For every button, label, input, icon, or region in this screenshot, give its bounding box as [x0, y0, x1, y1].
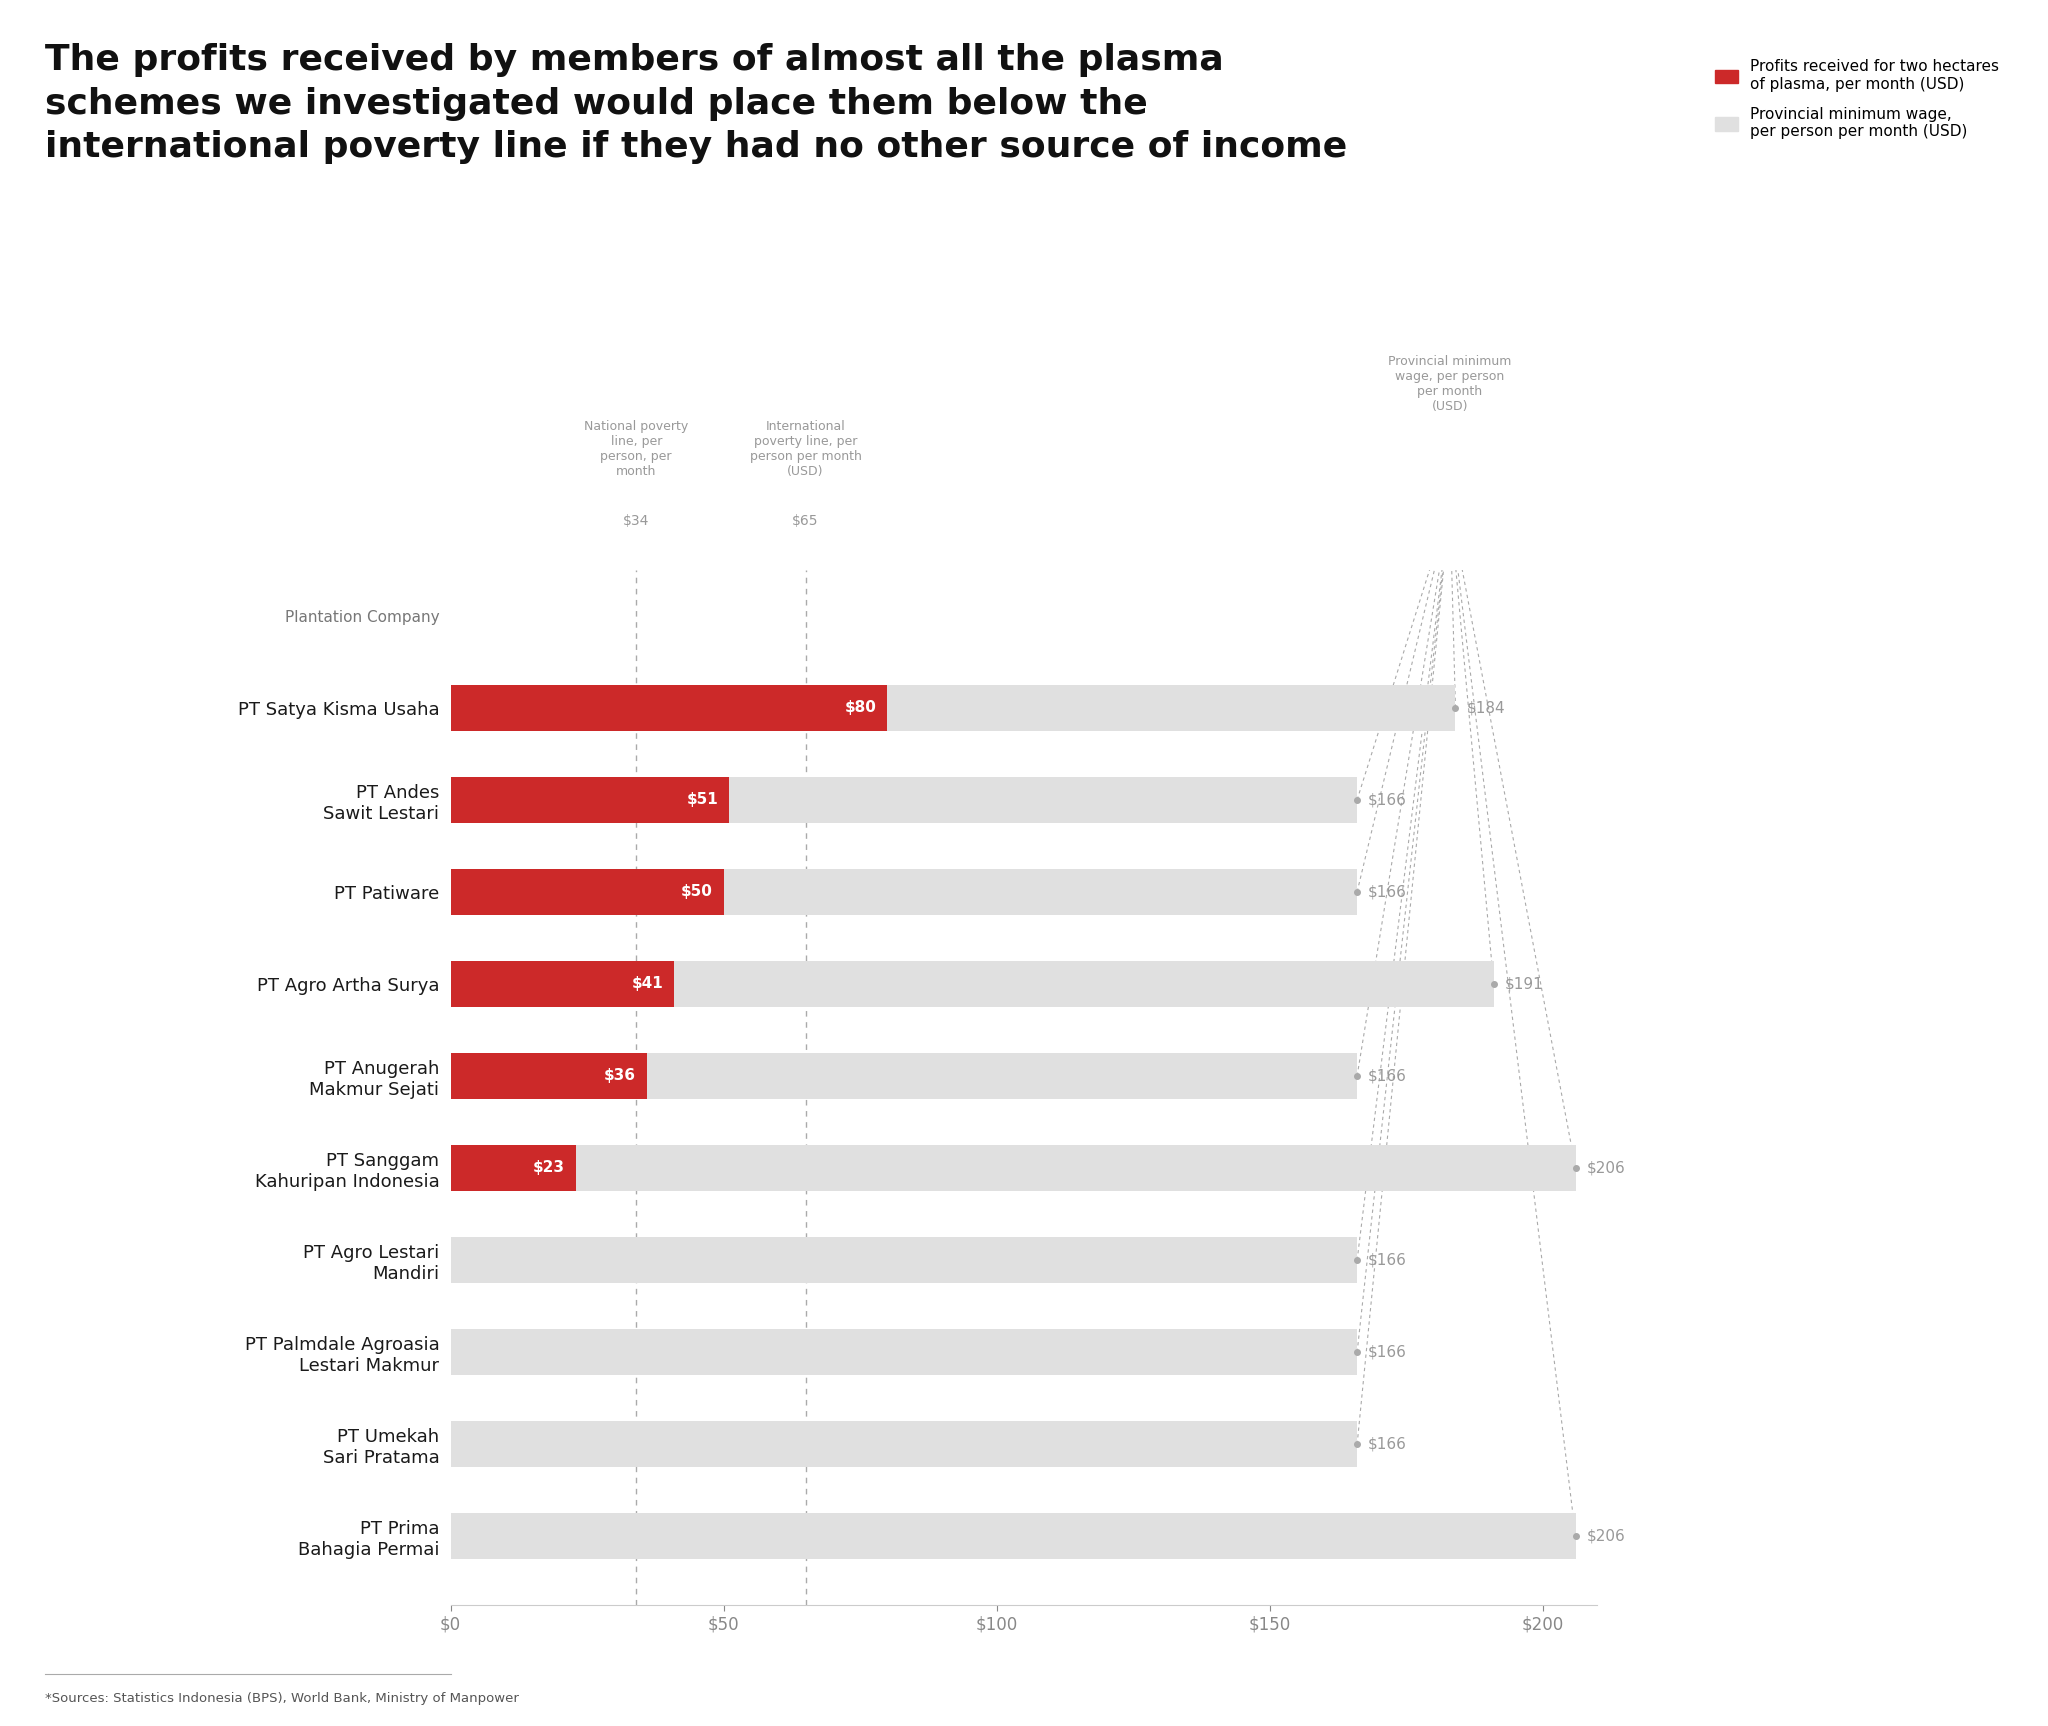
Text: $166: $166	[1368, 792, 1407, 808]
Text: $166: $166	[1368, 1345, 1407, 1360]
Text: $206: $206	[1587, 1160, 1626, 1175]
Text: $23: $23	[532, 1160, 565, 1175]
Text: $166: $166	[1368, 1253, 1407, 1267]
Text: $166: $166	[1368, 1068, 1407, 1084]
Bar	[451, 961, 674, 1006]
Text: $41: $41	[631, 977, 664, 991]
Bar	[451, 1053, 1358, 1099]
Text: *Sources: Statistics Indonesia (BPS), World Bank, Ministry of Manpower: *Sources: Statistics Indonesia (BPS), Wo…	[45, 1691, 518, 1705]
Bar	[451, 777, 729, 823]
Bar	[451, 868, 1358, 915]
Text: National poverty
line, per
person, per
month: National poverty line, per person, per m…	[584, 419, 688, 478]
Text: The profits received by members of almost all the plasma
schemes we investigated: The profits received by members of almos…	[45, 43, 1348, 164]
Bar	[451, 1238, 1358, 1282]
Text: Provincial minimum
wage, per person
per month
(USD): Provincial minimum wage, per person per …	[1389, 356, 1511, 413]
Legend: Profits received for two hectares
of plasma, per month (USD), Provincial minimum: Profits received for two hectares of pla…	[1716, 59, 1999, 140]
Bar	[451, 1144, 575, 1191]
Bar	[451, 777, 1358, 823]
Bar	[451, 1144, 1575, 1191]
Text: $80: $80	[844, 701, 877, 715]
Bar	[451, 1514, 1575, 1559]
Text: $206: $206	[1587, 1529, 1626, 1543]
Text: $191: $191	[1505, 977, 1544, 991]
Text: $184: $184	[1466, 701, 1505, 715]
Bar	[451, 685, 887, 730]
Bar	[451, 868, 723, 915]
Bar	[451, 961, 1493, 1006]
Text: $65: $65	[793, 514, 819, 528]
Text: $50: $50	[680, 884, 713, 899]
Bar	[451, 1329, 1358, 1376]
Text: $166: $166	[1368, 1436, 1407, 1452]
Text: International
poverty line, per
person per month
(USD): International poverty line, per person p…	[750, 419, 862, 478]
Text: $36: $36	[604, 1068, 637, 1084]
Text: $51: $51	[686, 792, 719, 808]
Text: $34: $34	[623, 514, 649, 528]
Bar	[451, 1420, 1358, 1467]
Bar	[451, 1053, 647, 1099]
Bar	[451, 685, 1456, 730]
Text: $166: $166	[1368, 884, 1407, 899]
